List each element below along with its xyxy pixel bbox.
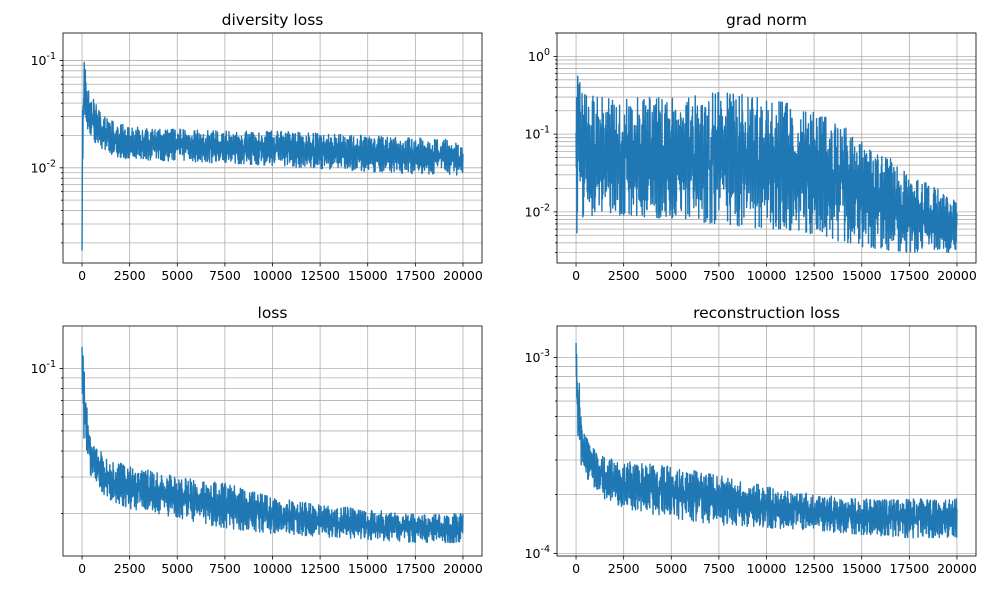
- loss-y-tick-label: 10-1: [31, 359, 56, 376]
- diversity-loss-y-tick-label: 10-1: [31, 51, 56, 68]
- loss-x-tick-label: 15000: [348, 561, 388, 576]
- reconstruction-loss-x-tick-label: 10000: [747, 561, 787, 576]
- grad-norm-x-tick-label: 15000: [842, 268, 882, 283]
- reconstruction-loss-x-tick-label: 5000: [655, 561, 687, 576]
- diversity-loss-x-tick-label: 12500: [300, 268, 340, 283]
- loss-x-tick-label: 5000: [161, 561, 193, 576]
- grad-norm-x-tick-label: 17500: [889, 268, 929, 283]
- diversity-loss-x-tick-label: 5000: [161, 268, 193, 283]
- diversity-loss-x-tick-label: 15000: [348, 268, 388, 283]
- loss-subplot: 0 2500 5000 7500 10000 12500 15000 17500 20000 10…: [31, 304, 483, 576]
- reconstruction-loss-x-tick-label: 12500: [794, 561, 834, 576]
- reconstruction-loss-series-line: [575, 343, 958, 539]
- grad-norm-x-tick-label: 10000: [747, 268, 787, 283]
- grad-norm-y-tick-label: 10-1: [525, 125, 550, 142]
- grad-norm-x-tick-label: 20000: [937, 268, 977, 283]
- diversity-loss-x-tick-label: 20000: [443, 268, 483, 283]
- reconstruction-loss-title: reconstruction loss: [693, 304, 840, 322]
- diversity-loss-series-line: [81, 61, 464, 251]
- loss-title: loss: [258, 304, 288, 322]
- reconstruction-loss-y-tick-label: 10-4: [525, 544, 550, 561]
- diversity-loss-x-tick-label: 2500: [114, 268, 146, 283]
- reconstruction-loss-x-tick-label: 2500: [608, 561, 640, 576]
- reconstruction-loss-y-tick-label: 10-3: [525, 348, 550, 365]
- diversity-loss-x-tick-label: 0: [78, 268, 86, 283]
- loss-x-tick-label: 12500: [300, 561, 340, 576]
- grad-norm-y-tick-label: 10-2: [525, 202, 550, 219]
- reconstruction-loss-subplot: 0 2500 5000 7500 10000 12500 15000 17500 20000 10…: [525, 304, 977, 576]
- grad-norm-title: grad norm: [726, 11, 807, 29]
- reconstruction-loss-x-tick-label: 0: [572, 561, 580, 576]
- loss-x-tick-label: 17500: [395, 561, 435, 576]
- grad-norm-subplot: 0 2500 5000 7500 10000 12500 15000 17500 20000 10…: [525, 11, 977, 283]
- loss-x-tick-label: 0: [78, 561, 86, 576]
- reconstruction-loss-x-tick-label: 7500: [703, 561, 735, 576]
- reconstruction-loss-x-tick-label: 17500: [889, 561, 929, 576]
- diversity-loss-x-tick-label: 17500: [395, 268, 435, 283]
- grad-norm-x-tick-label: 0: [572, 268, 580, 283]
- grad-norm-x-tick-label: 5000: [655, 268, 687, 283]
- reconstruction-loss-x-tick-label: 20000: [937, 561, 977, 576]
- loss-x-tick-label: 2500: [114, 561, 146, 576]
- grad-norm-series-line: [575, 75, 958, 254]
- loss-grid: [63, 326, 482, 556]
- diversity-loss-subplot: 0 2500 5000 7500 10000 12500 15000 17500 20000 10…: [31, 11, 483, 283]
- diversity-loss-x-tick-label: 7500: [209, 268, 241, 283]
- loss-x-tick-label: 20000: [443, 561, 483, 576]
- grad-norm-x-tick-label: 7500: [703, 268, 735, 283]
- loss-series-line: [81, 346, 464, 544]
- diversity-loss-title: diversity loss: [222, 11, 324, 29]
- diversity-loss-grid: [63, 33, 482, 263]
- diversity-loss-y-tick-label: 10-2: [31, 158, 56, 175]
- loss-x-tick-label: 7500: [209, 561, 241, 576]
- grad-norm-x-tick-label: 12500: [794, 268, 834, 283]
- reconstruction-loss-x-tick-label: 15000: [842, 561, 882, 576]
- grad-norm-x-tick-label: 2500: [608, 268, 640, 283]
- loss-x-tick-label: 10000: [253, 561, 293, 576]
- grad-norm-y-tick-label: 100: [528, 47, 550, 64]
- diversity-loss-x-tick-label: 10000: [253, 268, 293, 283]
